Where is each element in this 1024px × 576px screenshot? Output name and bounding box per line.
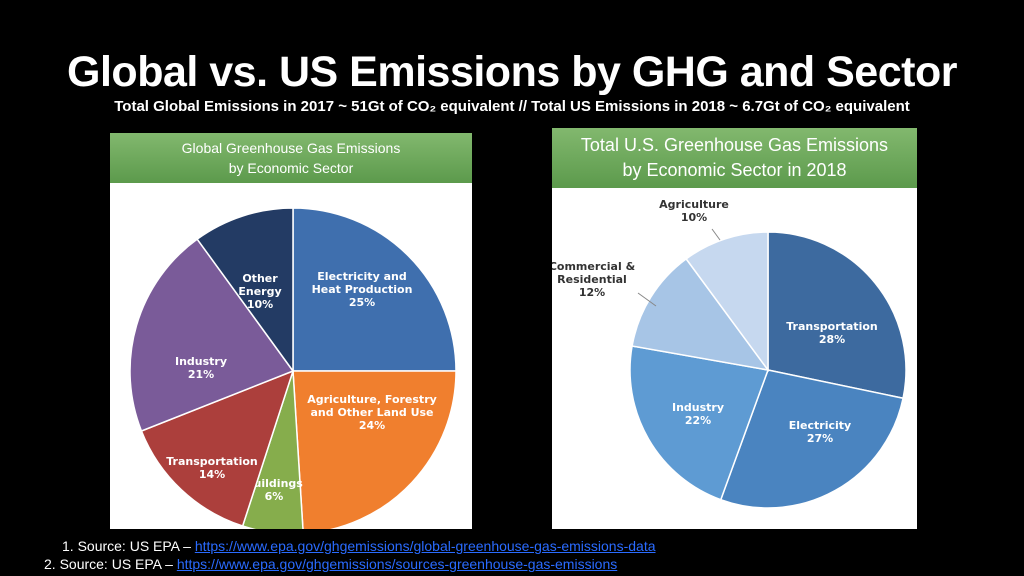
global-chart-header: Global Greenhouse Gas Emissions by Econo… [110,133,472,183]
us-label-commercial-residential: Commercial & Residential 12% [552,260,636,299]
global-slice-transportation [140,369,295,527]
global-chart-title-line-2: by Economic Sector [228,160,354,176]
us-slice-agriculture [685,231,769,373]
global-slice-agriculture-forestry-and-other-land-use [292,370,457,529]
us-slice-industry [629,345,770,501]
global-label-industry: Industry 21% [175,355,227,381]
global-chart-title-line-1: Global Greenhouse Gas Emissions [181,140,401,156]
global-label-transportation: Transportation 14% [166,455,257,481]
source-note-2: 2. Source: US EPA – https://www.epa.gov/… [44,556,617,573]
us-leader-commercial-residential [637,292,657,307]
us-label-industry: Industry 22% [672,401,724,427]
us-chart-title-line-2: by Economic Sector in 2018 [622,160,847,180]
us-leader-agriculture [711,228,721,241]
us-chart-title-line-1: Total U.S. Greenhouse Gas Emissions [580,135,889,155]
global-slice-electricity-and-heat-production [292,207,457,372]
us-pie-svg: Transportation 28% Electricity 27% Industry 2… [552,198,907,509]
us-slice-electricity [719,369,904,509]
source-1-link[interactable]: https://www.epa.gov/ghgemissions/global-… [194,538,656,554]
source-1-prefix: 1. Source: US EPA – [62,538,195,554]
global-label-other-energy: Other Energy 10% [238,272,281,311]
global-label-electricity-and-heat-production: Electricity and Heat Production 25% [312,270,413,309]
global-label-buildings: Buildings 6% [245,477,303,503]
global-emissions-chart: Global Greenhouse Gas Emissions by Econo… [110,133,472,529]
source-note-1: 1. Source: US EPA – https://www.epa.gov/… [62,538,656,555]
slide-subtitle: Total Global Emissions in 2017 ~ 51Gt of… [114,98,910,115]
us-label-electricity: Electricity 27% [789,419,851,445]
source-2-prefix: 2. Source: US EPA – [44,556,177,572]
global-label-agriculture-forestry-and-other-land-use: Agriculture, Forestry and Other Land Use 2… [307,393,437,432]
us-label-transportation: Transportation 28% [786,320,877,346]
us-emissions-chart: Total U.S. Greenhouse Gas Emissions by E… [552,128,917,529]
global-pie-svg: Electricity and Heat Production 25% Agricul… [129,207,457,529]
global-slice-industry [129,238,295,432]
global-slice-other-energy [196,207,294,374]
source-2-link[interactable]: https://www.epa.gov/ghgemissions/sources… [176,556,618,572]
us-chart-header: Total U.S. Greenhouse Gas Emissions by E… [552,128,917,188]
us-slice-commercial-residential [631,257,770,372]
us-label-agriculture: Agriculture 10% [659,198,729,224]
us-slice-transportation [767,231,907,400]
slide-title: Global vs. US Emissions by GHG and Secto… [67,48,957,96]
